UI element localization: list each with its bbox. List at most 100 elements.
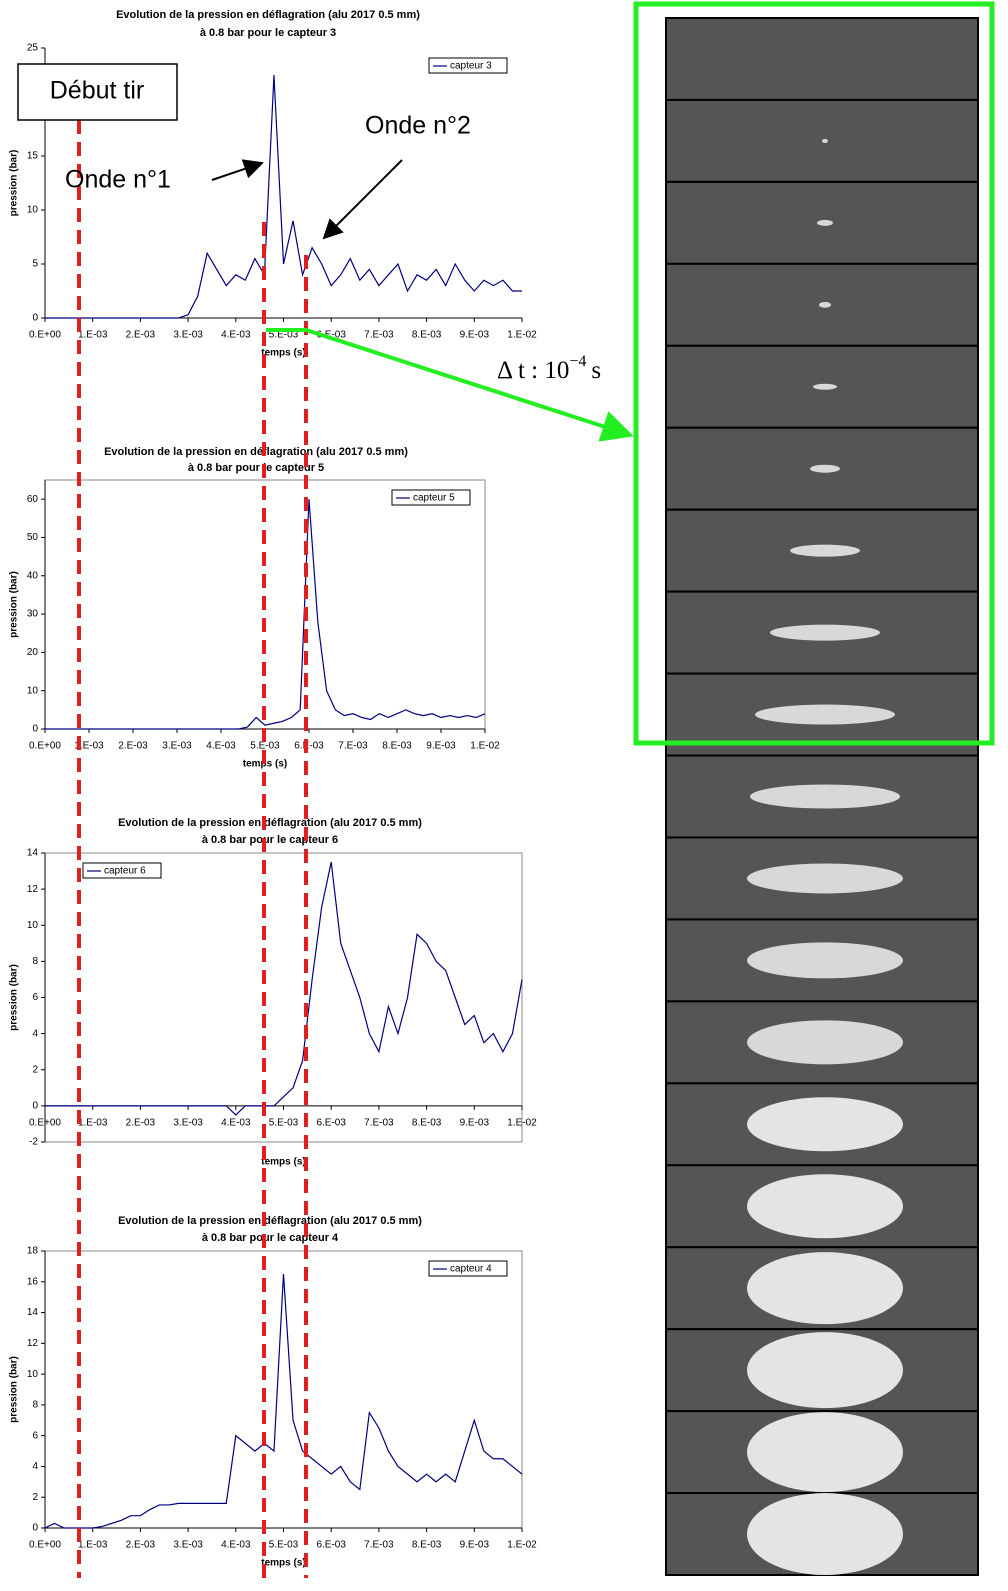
- legend-label: capteur 4: [450, 1264, 492, 1275]
- x-tick-label: 6.E-03: [316, 330, 346, 341]
- chart-title: Evolution de la pression en déflagration…: [118, 817, 422, 829]
- flame: [810, 464, 840, 473]
- x-tick-label: 3.E-03: [173, 330, 203, 341]
- x-tick-label: 0.E+00: [29, 1118, 61, 1129]
- y-tick-label: 8: [32, 1400, 38, 1411]
- x-tick-label: 3.E-03: [173, 1540, 203, 1551]
- delta-t-label: Δ t : 10−4 s: [497, 353, 601, 384]
- start-box: [17, 63, 178, 121]
- x-tick-label: 5.E-03: [269, 1540, 299, 1551]
- y-tick-label: 60: [27, 494, 39, 505]
- y-tick-label: 20: [27, 647, 39, 658]
- flame: [747, 1252, 903, 1325]
- flame: [747, 1332, 903, 1409]
- x-tick-label: 8.E-03: [412, 1540, 442, 1551]
- y-tick-label: 2: [32, 1492, 38, 1503]
- chart-subtitle: à 0.8 bar pour le capteur 4: [202, 1232, 339, 1244]
- y-axis-label: pression (bar): [9, 571, 20, 638]
- y-tick-label: 6: [32, 992, 38, 1003]
- y-tick-label: 40: [27, 570, 39, 581]
- chart-title: Evolution de la pression en déflagration…: [116, 9, 420, 21]
- x-tick-label: 2.E-03: [126, 330, 156, 341]
- x-tick-label: 3.E-03: [162, 741, 192, 752]
- x-tick-label: 1.E-02: [507, 330, 537, 341]
- chart-subtitle: à 0.8 bar pour le capteur 5: [188, 462, 324, 474]
- y-tick-label: 10: [27, 920, 39, 931]
- x-tick-label: 1.E-03: [74, 741, 104, 752]
- x-axis-label: temps (s): [261, 1558, 305, 1569]
- y-tick-label: 12: [27, 884, 39, 895]
- start-label: Début tir: [50, 77, 144, 105]
- x-axis-label: temps (s): [243, 759, 287, 770]
- x-tick-label: 9.E-03: [426, 741, 456, 752]
- wave-2-label: Onde n°2: [365, 112, 471, 140]
- y-tick-label: 10: [27, 685, 39, 696]
- flame: [817, 219, 833, 226]
- y-tick-label: 0: [32, 1523, 38, 1534]
- x-tick-label: 2.E-03: [126, 1540, 156, 1551]
- flame: [750, 784, 900, 809]
- series-line: [44, 1274, 523, 1529]
- x-tick-label: 8.E-03: [382, 741, 412, 752]
- delta-t-exponent: −4: [569, 353, 586, 370]
- y-tick-label: 6: [32, 1430, 38, 1441]
- x-tick-label: 9.E-03: [460, 330, 490, 341]
- x-tick-label: 8.E-03: [412, 1118, 442, 1129]
- x-tick-label: 4.E-03: [221, 1540, 251, 1551]
- x-tick-label: 5.E-03: [269, 1118, 299, 1129]
- x-tick-label: 6.E-03: [316, 1118, 346, 1129]
- chart-title: Evolution de la pression en déflagration…: [118, 1215, 422, 1227]
- legend-label: capteur 3: [450, 61, 492, 72]
- selection-arrow: [266, 328, 634, 442]
- plot-frame: [44, 1250, 523, 1529]
- y-tick-label: 16: [27, 1276, 39, 1287]
- flame: [822, 138, 828, 143]
- x-axis-label: temps (s): [261, 348, 305, 359]
- y-axis-label: pression (bar): [9, 964, 20, 1031]
- delta-t-unit: s: [591, 357, 601, 384]
- x-tick-label: 1.E-02: [507, 1540, 537, 1551]
- y-tick-label: 18: [27, 1246, 39, 1257]
- flame: [755, 704, 895, 725]
- flame: [747, 1493, 903, 1576]
- y-tick-label: 0: [32, 724, 38, 735]
- x-tick-label: 3.E-03: [173, 1118, 203, 1129]
- x-tick-label: 1.E-03: [78, 1540, 108, 1551]
- x-tick-label: 7.E-03: [364, 1540, 394, 1551]
- wave-2-arrow: [322, 159, 403, 240]
- x-tick-label: 1.E-02: [470, 741, 500, 752]
- frame-selection: [633, 1, 995, 746]
- y-tick-label: -2: [29, 1137, 38, 1148]
- x-tick-label: 2.E-03: [126, 1118, 156, 1129]
- legend-label: capteur 5: [413, 493, 455, 504]
- flame: [790, 544, 860, 557]
- annotations: Début tir Onde n°1 Onde n°2 Δ t : 10−4 s: [17, 1, 995, 1578]
- x-tick-label: 5.E-03: [250, 741, 280, 752]
- legend-box: [428, 57, 508, 74]
- flame: [747, 1412, 903, 1493]
- legend-box: [428, 1260, 508, 1277]
- y-tick-label: 25: [27, 43, 39, 54]
- y-tick-label: 4: [32, 1028, 38, 1039]
- x-tick-label: 9.E-03: [460, 1540, 490, 1551]
- chart-subtitle: à 0.8 bar pour le capteur 3: [200, 27, 336, 39]
- y-tick-label: 8: [32, 956, 38, 967]
- y-tick-label: 50: [27, 532, 39, 543]
- y-tick-label: 10: [27, 1369, 39, 1380]
- y-tick-label: 10: [27, 205, 39, 216]
- wave-1-label: Onde n°1: [65, 166, 171, 194]
- x-tick-label: 4.E-03: [221, 330, 251, 341]
- charts: Evolution de la pression en déflagration…: [9, 9, 538, 1569]
- series-line: [45, 499, 486, 730]
- y-tick-label: 2: [32, 1064, 38, 1075]
- x-axis-label: temps (s): [261, 1157, 305, 1168]
- y-tick-label: 30: [27, 609, 39, 620]
- y-tick-label: 4: [32, 1461, 38, 1472]
- legend-label: capteur 6: [104, 866, 146, 877]
- flame: [747, 942, 903, 979]
- plot-frame: [44, 852, 523, 1143]
- y-tick-label: 0: [32, 313, 38, 324]
- delta-t-base: Δ t : 10: [497, 357, 569, 384]
- x-tick-label: 9.E-03: [460, 1118, 490, 1129]
